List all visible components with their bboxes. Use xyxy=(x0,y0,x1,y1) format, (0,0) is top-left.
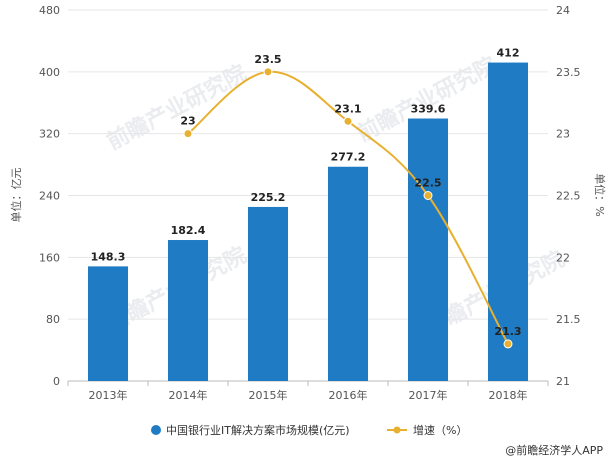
growth-point xyxy=(183,129,193,139)
growth-value-label: 23.1 xyxy=(334,102,361,115)
bar xyxy=(488,62,528,381)
right-tick-label: 21 xyxy=(556,375,570,388)
legend-line-marker xyxy=(393,426,401,434)
bar xyxy=(248,206,288,381)
legend-line-label: 增速（%） xyxy=(413,423,467,437)
x-axis: 2013年 2014年 2015年 2016年 2017年 2018年 xyxy=(67,381,549,402)
left-tick-label: 480 xyxy=(39,4,60,17)
bar xyxy=(88,266,128,381)
source-credit: @前瞻经济学人APP xyxy=(505,443,603,457)
x-tick-label: 2018年 xyxy=(489,388,528,402)
bar-value-label: 182.4 xyxy=(171,224,206,237)
right-tick-label: 21.5 xyxy=(556,313,581,326)
bars xyxy=(88,62,528,381)
bar-value-label: 225.2 xyxy=(251,191,286,204)
bar-value-label: 339.6 xyxy=(411,103,446,116)
left-tick-label: 400 xyxy=(39,66,60,79)
growth-value-label: 23 xyxy=(180,115,195,128)
growth-point xyxy=(343,116,353,126)
growth-point xyxy=(263,67,273,77)
bar xyxy=(328,166,368,381)
bar-value-label: 148.3 xyxy=(91,250,126,263)
left-tick-label: 0 xyxy=(53,375,60,388)
growth-value-label: 21.3 xyxy=(494,325,521,338)
legend-bar-label: 中国银行业IT解决方案市场规模(亿元) xyxy=(166,423,350,437)
bar-value-label: 277.2 xyxy=(331,151,366,164)
left-tick-label: 160 xyxy=(39,251,60,264)
left-tick-label: 240 xyxy=(39,190,60,203)
data-labels: 148.3 182.4 225.2 277.2 339.6 412 23 23.5 23.1 22… xyxy=(91,47,522,338)
left-axis-title: 单位：亿元 xyxy=(9,168,23,223)
bar xyxy=(168,240,208,381)
left-axis: 0 80 160 240 320 400 480 xyxy=(39,4,60,388)
growth-line-path xyxy=(187,70,509,345)
right-axis-title: 单位：% xyxy=(593,173,607,216)
growth-value-label: 23.5 xyxy=(254,53,281,66)
growth-line xyxy=(183,67,513,349)
right-tick-label: 24 xyxy=(556,4,570,17)
left-tick-label: 80 xyxy=(46,313,60,326)
x-tick-label: 2014年 xyxy=(169,388,208,402)
right-tick-label: 22.5 xyxy=(556,190,581,203)
x-tick-label: 2015年 xyxy=(249,388,288,402)
right-tick-label: 22 xyxy=(556,251,570,264)
x-tick-label: 2017年 xyxy=(409,388,448,402)
right-tick-label: 23 xyxy=(556,128,570,141)
left-tick-label: 320 xyxy=(39,128,60,141)
growth-value-label: 22.5 xyxy=(414,177,441,190)
right-axis: 21 21.5 22 22.5 23 23.5 24 xyxy=(556,4,581,388)
legend-bar-swatch xyxy=(151,425,161,435)
x-tick-label: 2013年 xyxy=(89,388,128,402)
growth-point xyxy=(503,339,513,349)
bar-value-label: 412 xyxy=(497,47,520,60)
bar xyxy=(408,118,448,381)
watermark-1: 前瞻产业研究院 xyxy=(103,60,251,155)
x-tick-label: 2016年 xyxy=(329,388,368,402)
right-tick-label: 23.5 xyxy=(556,66,581,79)
legend: 中国银行业IT解决方案市场规模(亿元) 增速（%） xyxy=(151,423,467,437)
growth-point xyxy=(423,191,433,200)
